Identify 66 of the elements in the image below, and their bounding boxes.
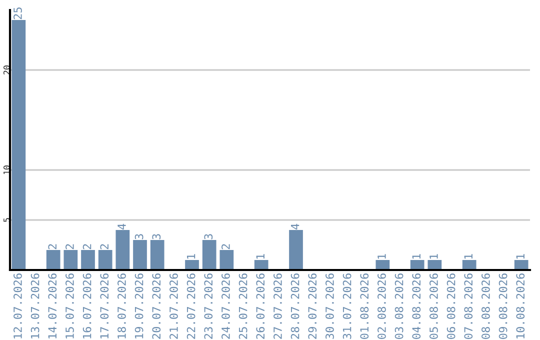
x-tick-label: 28.07.2026 — [290, 273, 300, 339]
bar — [514, 260, 528, 270]
x-tick-label: 01.08.2026 — [360, 273, 369, 339]
x-tick-label: 22.07.2026 — [186, 273, 196, 339]
bar — [376, 260, 390, 270]
x-tick-label: 26.07.2026 — [256, 273, 265, 339]
bar — [150, 240, 164, 270]
x-tick-label: 12.07.2026 — [14, 273, 22, 338]
x-tick-label: 05.08.2026 — [430, 273, 438, 339]
bar — [289, 230, 303, 270]
x-tick-label: 06.08.2026 — [446, 273, 456, 339]
x-tick-label: 29.07.2026 — [308, 273, 317, 339]
data-label: 2 — [222, 244, 230, 250]
x-tick-label: 31.07.2026 — [342, 273, 352, 339]
bar — [64, 250, 78, 270]
bar — [81, 250, 95, 270]
bar — [428, 260, 442, 270]
bar — [254, 260, 268, 270]
data-label: 1 — [186, 254, 196, 259]
x-tick-label: 23.07.2026 — [204, 273, 213, 339]
x-tick-label: 20.07.2026 — [152, 273, 161, 339]
bar — [220, 250, 234, 270]
x-tick-label: 18.07.2026 — [118, 273, 126, 338]
x-tick-label: 19.07.2026 — [134, 273, 144, 338]
bar — [202, 240, 216, 270]
x-tick-label: 25.07.2026 — [238, 273, 248, 339]
x-tick-label: 09.08.2026 — [498, 273, 508, 339]
data-label: 1 — [378, 254, 386, 259]
data-label: 2 — [66, 244, 74, 250]
x-tick-label: 27.07.2026 — [274, 273, 282, 339]
x-tick-label: 16.07.2026 — [82, 273, 92, 338]
data-label: 2 — [100, 244, 108, 250]
data-label: 2 — [82, 244, 92, 250]
data-label: 25 — [14, 8, 22, 20]
x-tick-label: 15.07.2026 — [66, 273, 74, 338]
bar — [410, 260, 424, 270]
bar — [12, 20, 26, 270]
data-label: 3 — [204, 234, 213, 240]
x-tick-label: 02.08.2026 — [378, 273, 386, 339]
data-label: 2 — [48, 244, 56, 250]
x-tick-label: 08.08.2026 — [482, 273, 490, 339]
data-label: 4 — [290, 224, 300, 230]
data-label: 1 — [464, 254, 472, 259]
x-tick-label: 13.07.2026 — [30, 273, 40, 338]
x-tick-label: 04.08.2026 — [412, 273, 421, 339]
bar — [116, 230, 130, 270]
bar — [133, 240, 147, 270]
x-tick-label: 21.07.2026 — [170, 273, 178, 339]
data-label: 1 — [516, 254, 524, 259]
x-tick-label: 10.08.2026 — [516, 273, 525, 338]
x-tick-label: 03.08.2026 — [394, 273, 404, 339]
x-tick-label: 17.07.2026 — [100, 273, 109, 338]
data-label: 4 — [118, 224, 126, 230]
data-label: 3 — [152, 234, 161, 240]
x-tick-label: 30.07.2026 — [326, 273, 334, 339]
data-label: 3 — [134, 234, 144, 240]
bar — [98, 250, 112, 270]
bar — [46, 250, 60, 270]
bar — [185, 260, 199, 270]
data-label: 1 — [430, 254, 438, 259]
x-tick-label: 14.07.2026 — [48, 273, 57, 338]
x-tick-label: 07.08.2026 — [464, 273, 473, 339]
data-label: 1 — [256, 254, 264, 259]
bar — [462, 260, 476, 270]
x-tick-label: 24.07.2026 — [222, 273, 230, 339]
data-label: 1 — [412, 254, 420, 259]
